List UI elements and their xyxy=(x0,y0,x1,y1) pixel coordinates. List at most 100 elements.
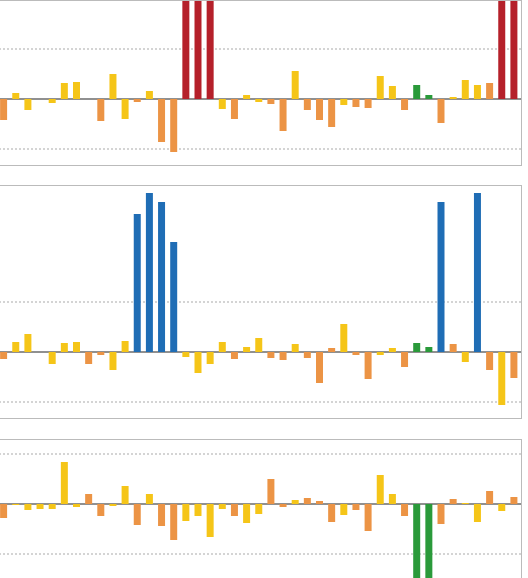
bar xyxy=(498,504,506,511)
bar xyxy=(328,99,336,127)
bar xyxy=(194,0,202,99)
bar xyxy=(388,494,396,504)
bar xyxy=(133,504,141,525)
bar xyxy=(316,99,323,120)
bar xyxy=(352,352,360,355)
bar xyxy=(316,501,323,504)
bar xyxy=(182,0,190,99)
bar xyxy=(291,500,299,504)
bar xyxy=(206,0,214,99)
panel xyxy=(0,185,522,419)
bar xyxy=(194,504,202,516)
bar xyxy=(60,462,68,504)
bar xyxy=(12,93,20,99)
bar xyxy=(340,504,348,515)
bar xyxy=(267,99,275,104)
bar xyxy=(388,86,396,99)
bar xyxy=(437,99,445,123)
bar xyxy=(158,202,166,352)
bar xyxy=(340,99,348,105)
bar xyxy=(109,74,117,99)
bar xyxy=(194,352,202,373)
bar xyxy=(133,214,141,352)
bar xyxy=(158,504,166,526)
bar xyxy=(109,504,117,506)
bar xyxy=(206,504,214,537)
bar xyxy=(48,99,56,103)
bar xyxy=(170,504,178,540)
bar xyxy=(145,193,153,352)
bar xyxy=(24,504,32,510)
bar xyxy=(267,352,275,358)
bar xyxy=(449,499,457,504)
bar xyxy=(401,352,409,367)
bar xyxy=(486,352,494,370)
bar xyxy=(12,342,20,352)
bar xyxy=(291,344,299,352)
bar xyxy=(48,504,56,509)
bar xyxy=(303,352,311,358)
bar xyxy=(60,343,68,352)
bar xyxy=(230,504,238,516)
bar xyxy=(364,352,372,379)
bar xyxy=(85,494,93,504)
plot-area xyxy=(0,193,521,405)
bar xyxy=(340,324,348,352)
bar xyxy=(230,99,238,119)
bar xyxy=(413,85,421,99)
bar xyxy=(218,99,226,109)
bar xyxy=(218,504,226,509)
bar xyxy=(182,352,190,357)
bar xyxy=(449,97,457,99)
plot-area xyxy=(0,0,521,152)
bar xyxy=(121,486,129,504)
panel xyxy=(0,0,522,166)
panel-border xyxy=(0,439,522,578)
bar xyxy=(437,504,445,524)
bar xyxy=(473,85,481,99)
panel-border xyxy=(0,185,522,419)
bar xyxy=(401,99,409,110)
bar xyxy=(243,504,251,523)
bar xyxy=(510,352,518,378)
bar xyxy=(109,352,117,370)
bar xyxy=(24,334,32,352)
bar xyxy=(401,504,409,516)
bar xyxy=(510,497,518,504)
bar xyxy=(24,99,32,110)
bar xyxy=(48,352,56,364)
bar xyxy=(498,352,506,405)
bar xyxy=(12,504,20,505)
bar xyxy=(170,99,178,152)
bar xyxy=(36,504,44,509)
bar xyxy=(97,352,105,355)
bar xyxy=(85,352,93,364)
bar xyxy=(255,338,263,352)
bar xyxy=(303,99,311,110)
bar xyxy=(182,504,190,521)
bar xyxy=(510,0,518,99)
bar xyxy=(473,193,481,352)
bar xyxy=(352,99,360,107)
bar xyxy=(376,475,384,504)
bar xyxy=(267,479,275,504)
bar xyxy=(255,99,263,102)
bar xyxy=(73,82,80,99)
bar xyxy=(206,352,214,364)
bar xyxy=(461,503,469,504)
bar xyxy=(316,352,323,383)
panel xyxy=(0,439,522,578)
bar xyxy=(243,347,251,352)
bar xyxy=(279,504,287,507)
bar xyxy=(291,71,299,99)
bar xyxy=(0,99,8,120)
bar xyxy=(255,504,263,514)
bar xyxy=(218,342,226,352)
bar xyxy=(170,242,178,352)
bar xyxy=(328,504,336,522)
bar xyxy=(97,504,105,516)
bar xyxy=(145,494,153,504)
bar xyxy=(352,504,360,510)
bar xyxy=(121,99,129,119)
